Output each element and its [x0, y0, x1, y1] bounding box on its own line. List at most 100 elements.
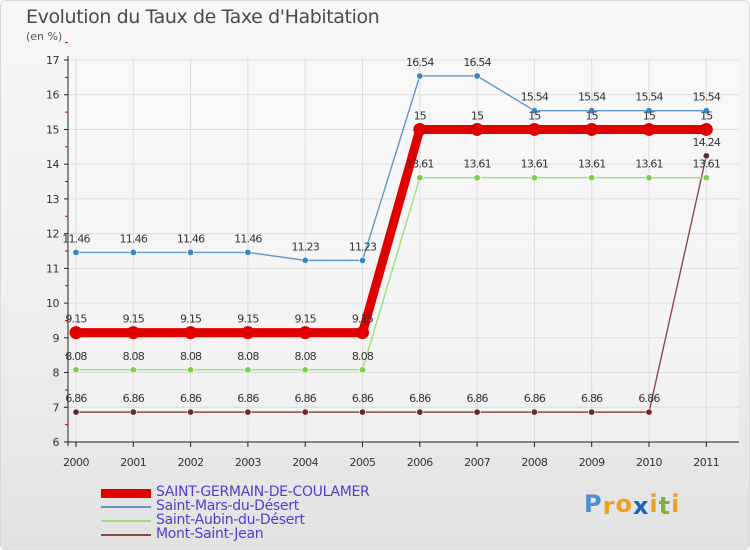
- data-point-mont-saint-jean: [72, 408, 80, 416]
- data-point-mont-saint-jean: [358, 408, 366, 416]
- series-line-saint-germain: [76, 124, 707, 338]
- data-point-saint-aubin-du-d-sert: [301, 366, 309, 374]
- legend-label: SAINT-GERMAIN-DE-COULAMER: [156, 484, 370, 500]
- data-label: 8.08: [295, 350, 317, 363]
- data-label: 6.86: [295, 392, 317, 405]
- data-label: 9.15: [352, 313, 374, 326]
- data-label: 16.54: [406, 56, 434, 69]
- data-point-mont-saint-jean: [702, 152, 710, 160]
- y-tick-label: 9: [53, 332, 60, 345]
- data-label: 9.15: [295, 313, 317, 326]
- data-point-saint-aubin-du-d-sert: [473, 174, 481, 182]
- x-tick-label: 2007: [464, 456, 490, 469]
- x-tick-label: 2011: [693, 456, 719, 469]
- x-tick-label: 2001: [120, 456, 146, 469]
- data-point-saint-aubin-du-d-sert: [645, 174, 653, 182]
- data-label: 15: [528, 109, 541, 122]
- y-tick-label: 13: [46, 193, 59, 206]
- data-point-saint-aubin-du-d-sert: [530, 174, 538, 182]
- data-label: 11.46: [62, 232, 90, 245]
- data-label: 8.08: [180, 350, 202, 363]
- data-point-saint-mars-du-d-sert: [645, 107, 653, 115]
- proxiti-logo: Proxiti: [584, 490, 680, 520]
- data-label: 15.54: [521, 91, 549, 104]
- data-label: 9.15: [123, 313, 145, 326]
- data-point-mont-saint-jean: [187, 408, 195, 416]
- data-point-mont-saint-jean: [473, 408, 481, 416]
- data-point-saint-germain: [642, 122, 656, 136]
- data-point-saint-germain: [413, 122, 427, 136]
- data-point-saint-aubin-du-d-sert: [588, 174, 596, 182]
- data-label: 6.86: [638, 392, 660, 405]
- data-point-saint-aubin-du-d-sert: [358, 366, 366, 374]
- data-label: 16.54: [463, 56, 491, 69]
- legend-item: Saint-Aubin-du-Désert: [101, 512, 441, 529]
- series-line-mont-saint-jean: [76, 155, 707, 413]
- data-label: 13.61: [635, 158, 663, 171]
- legend-swatch: [101, 520, 151, 522]
- data-label: 13.61: [406, 158, 434, 171]
- data-label: 9.15: [65, 313, 87, 326]
- y-tick-label: 11: [46, 262, 59, 275]
- x-tick-label: 2004: [292, 456, 318, 469]
- x-tick-label: 2009: [579, 456, 605, 469]
- data-label: 14.24: [693, 136, 721, 149]
- x-tick-label: 2010: [636, 456, 662, 469]
- data-point-saint-mars-du-d-sert: [588, 107, 596, 115]
- data-label: 8.08: [65, 350, 87, 363]
- data-label: 13.61: [693, 158, 721, 171]
- data-label: 11.46: [177, 232, 205, 245]
- data-point-saint-germain: [126, 326, 140, 340]
- data-point-saint-aubin-du-d-sert: [187, 366, 195, 374]
- data-label: 15: [585, 109, 598, 122]
- y-tick-label: 14: [46, 158, 59, 171]
- data-label: 6.86: [237, 392, 259, 405]
- data-label: 15.54: [693, 91, 721, 104]
- data-point-saint-germain: [184, 326, 198, 340]
- data-label: 11.23: [291, 240, 319, 253]
- data-label: 6.86: [65, 392, 87, 405]
- data-label: 13.61: [521, 158, 549, 171]
- data-label: 15: [700, 109, 713, 122]
- data-point-mont-saint-jean: [129, 408, 137, 416]
- data-label: 15: [643, 109, 656, 122]
- data-point-saint-germain: [356, 326, 369, 340]
- logo-letter: o: [615, 490, 633, 518]
- legend-item: SAINT-GERMAIN-DE-COULAMER: [101, 484, 441, 501]
- y-tick-label: 15: [46, 123, 59, 136]
- data-label: 8.08: [352, 350, 374, 363]
- data-label: 6.86: [466, 392, 488, 405]
- data-point-saint-mars-du-d-sert: [244, 248, 252, 256]
- data-label: 9.15: [180, 313, 202, 326]
- series-line-saint-mars-du-d-sert: [76, 75, 707, 262]
- data-point-saint-germain: [470, 122, 484, 136]
- data-point-saint-aubin-du-d-sert: [129, 366, 137, 374]
- data-label: 8.08: [123, 350, 145, 363]
- data-point-saint-aubin-du-d-sert: [72, 366, 80, 374]
- x-tick-label: 2008: [521, 456, 547, 469]
- data-point-mont-saint-jean: [588, 408, 596, 416]
- logo-letter: P: [584, 490, 603, 518]
- data-label: 9.15: [237, 313, 259, 326]
- data-point-saint-mars-du-d-sert: [187, 248, 195, 256]
- data-point-saint-aubin-du-d-sert: [244, 366, 252, 374]
- y-tick-label: 12: [46, 228, 59, 241]
- data-label: 11.46: [234, 232, 262, 245]
- y-tick-label: 7: [53, 401, 60, 414]
- data-point-saint-mars-du-d-sert: [702, 107, 710, 115]
- legend-swatch: [101, 534, 151, 536]
- data-label: 6.86: [409, 392, 431, 405]
- x-tick-label: 2002: [178, 456, 204, 469]
- data-label: 13.61: [463, 158, 491, 171]
- y-axis-label: (en %): [26, 30, 63, 43]
- y-tick-label: 10: [46, 297, 59, 310]
- legend-item: Mont-Saint-Jean: [101, 526, 441, 543]
- chart-title: Evolution du Taux de Taxe d'Habitation: [26, 6, 380, 28]
- y-tick-label: 16: [46, 89, 59, 102]
- data-point-mont-saint-jean: [416, 408, 424, 416]
- data-point-mont-saint-jean: [530, 408, 538, 416]
- legend-label: Mont-Saint-Jean: [156, 526, 264, 542]
- x-tick-label: 2005: [350, 456, 376, 469]
